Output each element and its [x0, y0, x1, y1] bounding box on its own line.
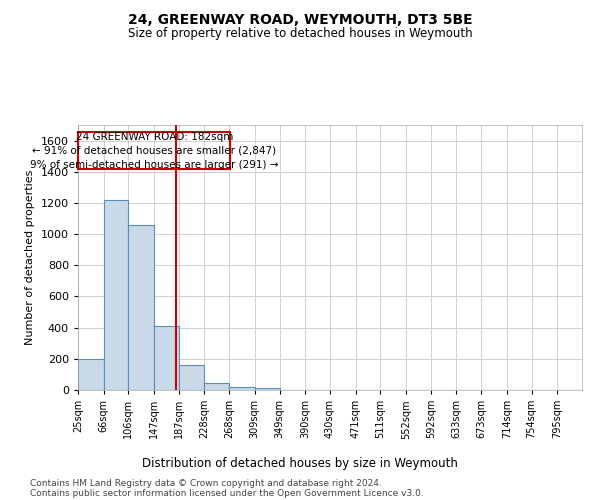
- Text: Contains public sector information licensed under the Open Government Licence v3: Contains public sector information licen…: [30, 489, 424, 498]
- Text: 24, GREENWAY ROAD, WEYMOUTH, DT3 5BE: 24, GREENWAY ROAD, WEYMOUTH, DT3 5BE: [128, 12, 472, 26]
- Bar: [205, 383, 229, 390]
- Y-axis label: Number of detached properties: Number of detached properties: [25, 170, 35, 345]
- Bar: [229, 387, 255, 390]
- Bar: [179, 365, 205, 390]
- Text: Size of property relative to detached houses in Weymouth: Size of property relative to detached ho…: [128, 28, 472, 40]
- Text: Distribution of detached houses by size in Weymouth: Distribution of detached houses by size …: [142, 458, 458, 470]
- Text: 24 GREENWAY ROAD: 182sqm: 24 GREENWAY ROAD: 182sqm: [76, 132, 233, 141]
- Text: Contains HM Land Registry data © Crown copyright and database right 2024.: Contains HM Land Registry data © Crown c…: [30, 479, 382, 488]
- Bar: [104, 200, 128, 390]
- Bar: [128, 225, 154, 390]
- Bar: [78, 359, 104, 390]
- Text: ← 91% of detached houses are smaller (2,847): ← 91% of detached houses are smaller (2,…: [32, 146, 276, 156]
- Bar: [154, 326, 179, 390]
- Bar: [255, 388, 280, 390]
- Text: 9% of semi-detached houses are larger (291) →: 9% of semi-detached houses are larger (2…: [30, 160, 278, 170]
